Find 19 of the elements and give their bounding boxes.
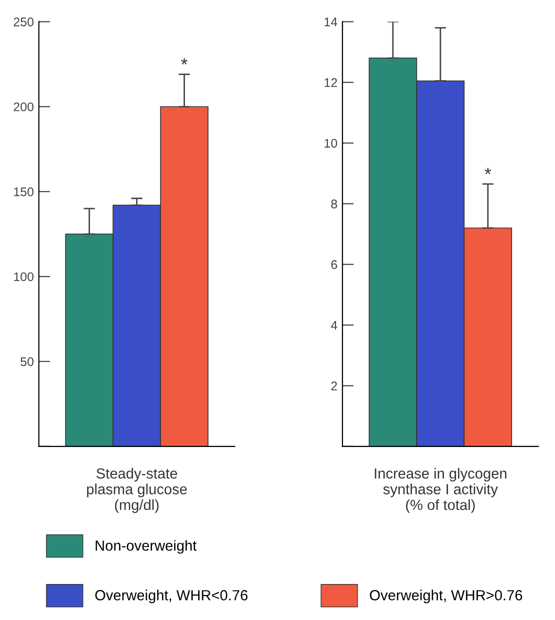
y-tick-label: 4 bbox=[330, 320, 338, 330]
x-axis-title: Steady-state plasma glucose (mg/dl) bbox=[87, 468, 187, 513]
y-tick-label: 250 bbox=[14, 18, 34, 26]
y-tick-label: 14 bbox=[324, 18, 338, 26]
y-tick-label: 12 bbox=[324, 78, 337, 87]
y-tick-label: 8 bbox=[331, 200, 338, 208]
y-tick-label: 10 bbox=[324, 138, 338, 148]
legend-label: Non-overweight bbox=[96, 540, 197, 554]
y-tick-label: 150 bbox=[14, 187, 34, 196]
data-label: * bbox=[181, 58, 188, 65]
legend-label: Overweight, WHR>0.76 bbox=[370, 590, 522, 604]
legend-label: Overweight, WHR<0.76 bbox=[95, 590, 248, 604]
y-tick-label: 50 bbox=[20, 357, 34, 366]
y-tick-label: 6 bbox=[331, 260, 338, 270]
y-tick-label: 2 bbox=[331, 382, 337, 390]
y-tick-label: 200 bbox=[14, 102, 34, 112]
x-axis-title: Increase in glycogen synthase I activity (% of total) bbox=[374, 468, 506, 513]
data-label: * bbox=[484, 168, 492, 174]
y-tick-label: 100 bbox=[14, 272, 34, 282]
